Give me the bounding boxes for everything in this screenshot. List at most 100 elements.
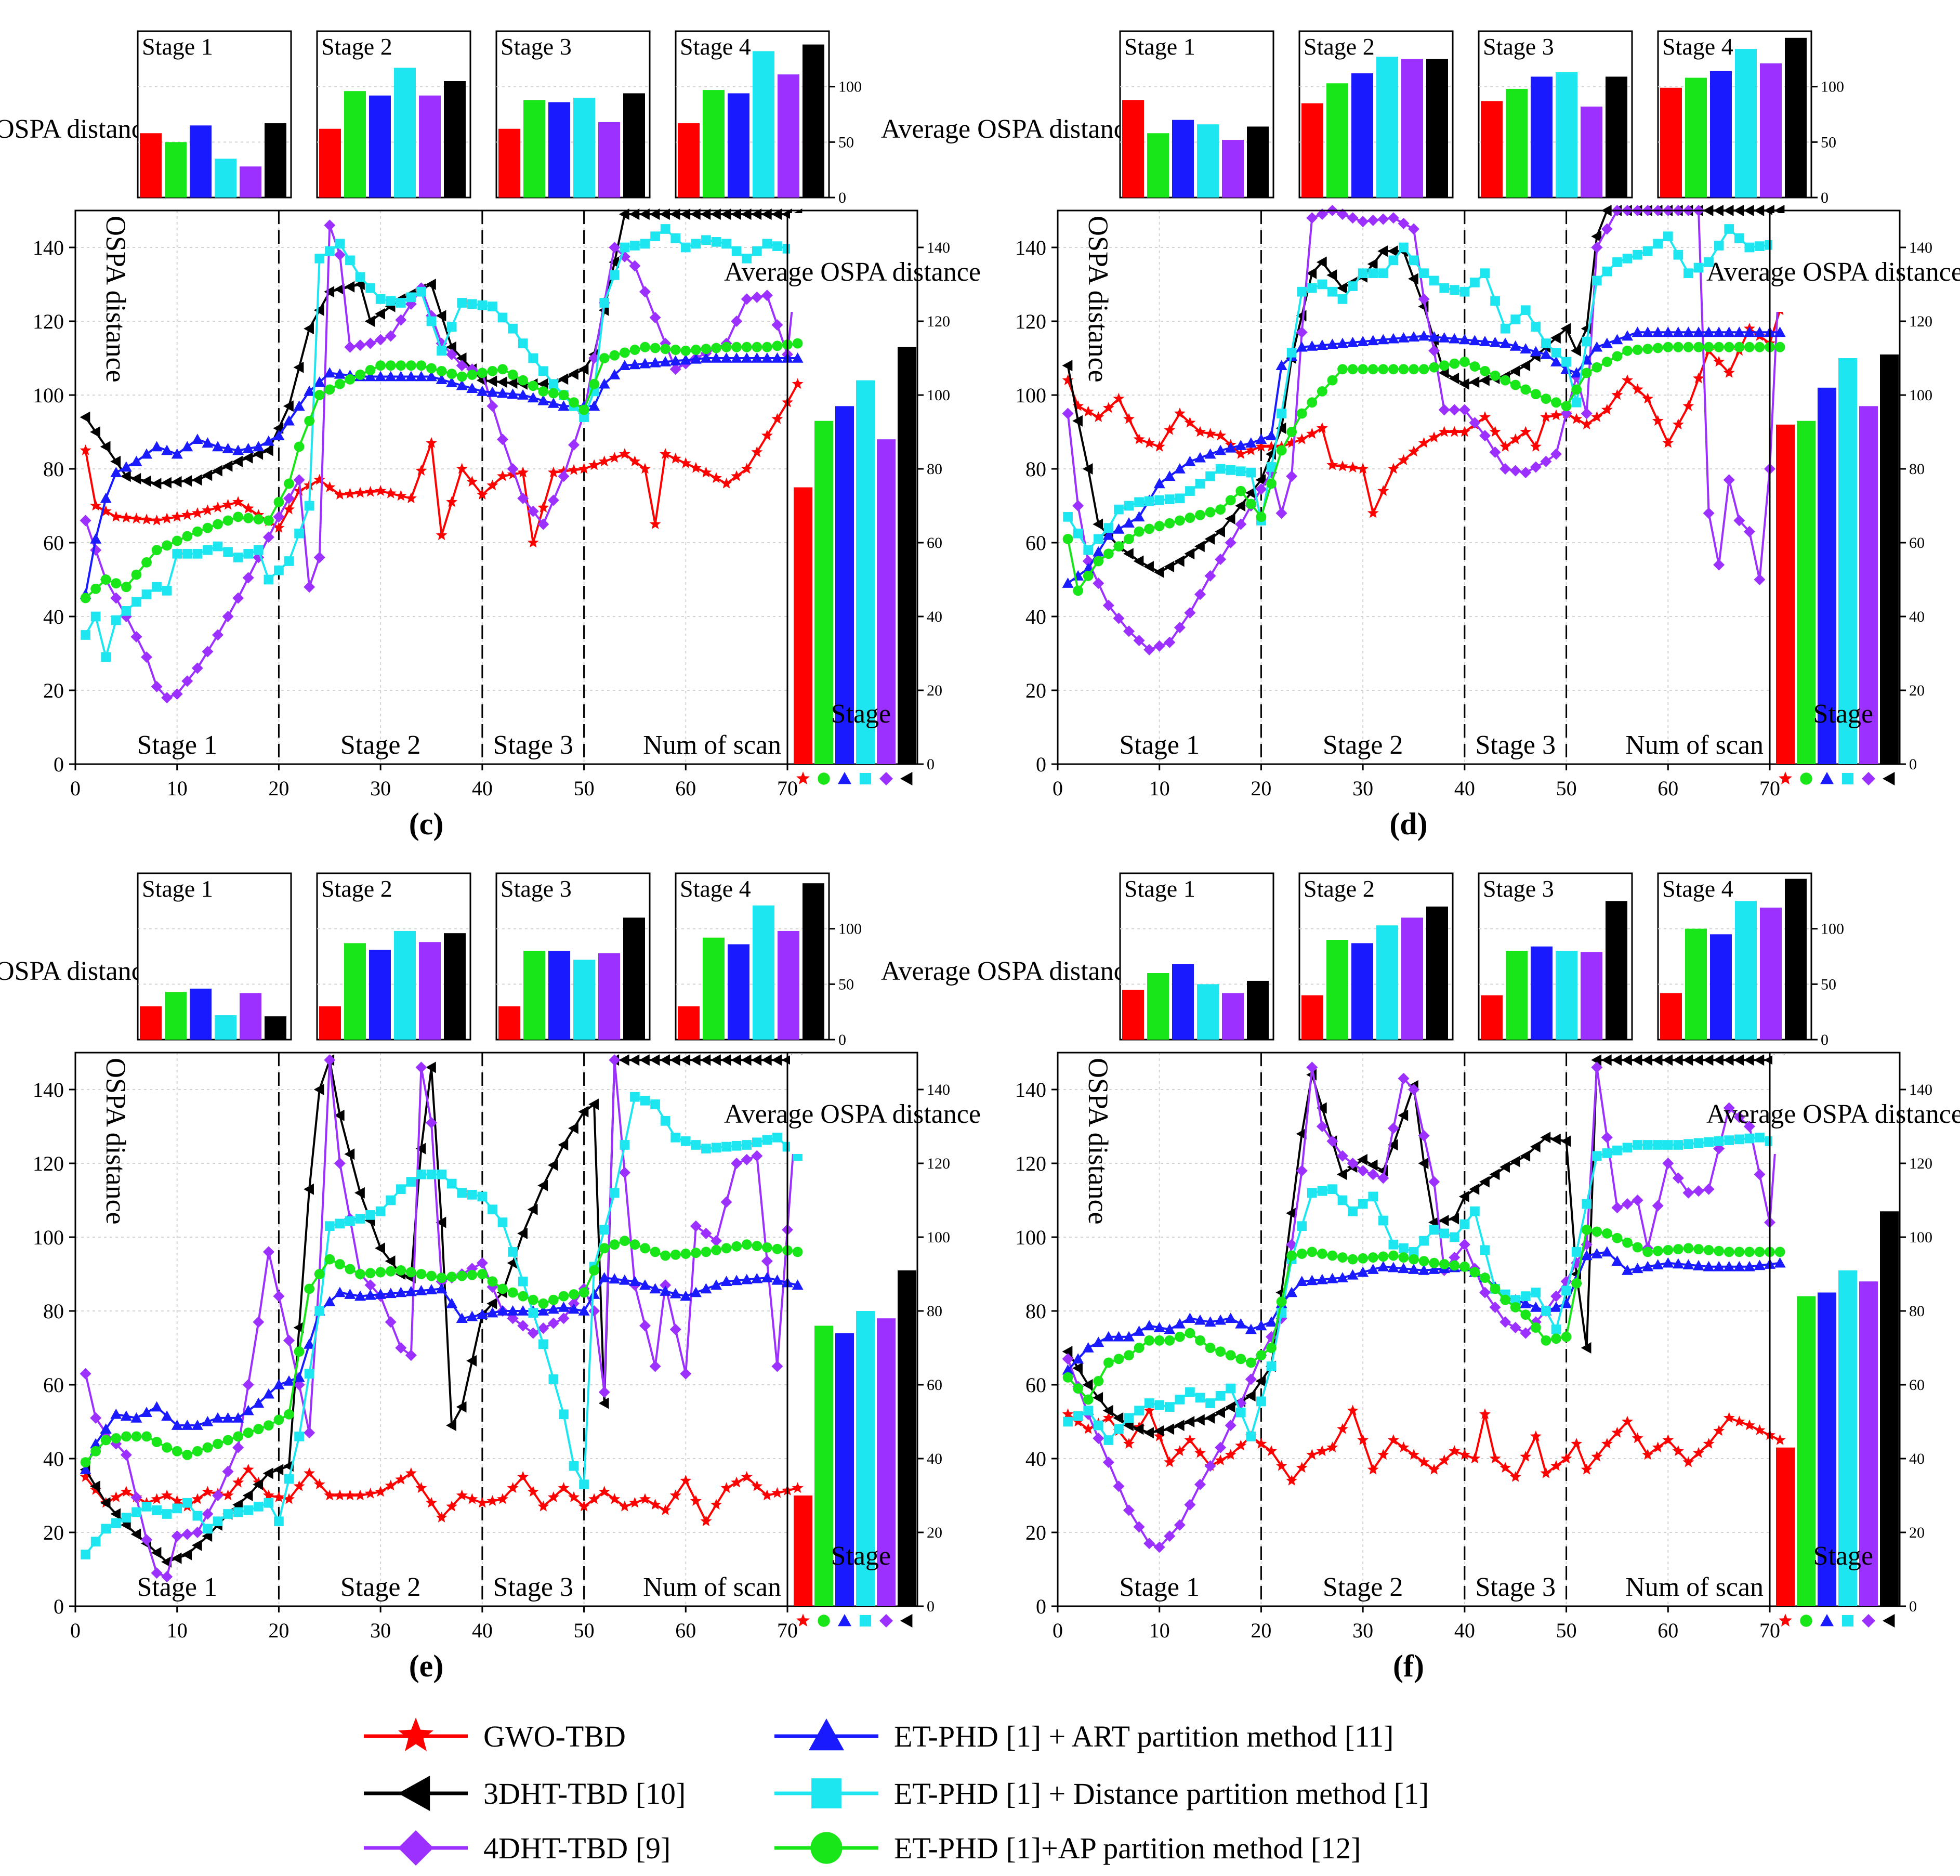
data-point — [1531, 322, 1541, 332]
data-point — [1246, 467, 1256, 478]
data-point — [416, 1269, 427, 1279]
data-point — [1683, 268, 1693, 279]
data-point — [508, 1247, 518, 1257]
average-bar-marker — [796, 1613, 810, 1626]
data-point — [731, 246, 742, 256]
data-point — [721, 1243, 732, 1254]
data-point — [1499, 1462, 1511, 1473]
data-point — [1072, 500, 1084, 511]
data-point — [141, 514, 152, 524]
data-point — [1286, 1250, 1297, 1261]
data-point — [1571, 384, 1582, 395]
data-point — [639, 1493, 651, 1504]
data-point — [100, 1435, 111, 1446]
data-point — [90, 1438, 102, 1449]
data-point — [202, 1508, 214, 1520]
x-tick-label: 40 — [1454, 1619, 1475, 1642]
data-point — [589, 1265, 600, 1276]
average-bar-marker — [1883, 772, 1895, 785]
data-point — [293, 400, 305, 411]
average-y-tick-label: 20 — [1909, 1524, 1925, 1541]
data-point — [1235, 1439, 1247, 1451]
data-point — [1184, 416, 1196, 428]
data-point — [1408, 331, 1419, 342]
data-point — [263, 1420, 274, 1431]
data-point — [171, 510, 183, 522]
legend-entry-ht3: 3DHT-TBD [10] — [364, 1776, 686, 1811]
stage-bar-ht3 — [265, 123, 286, 198]
data-point — [1326, 459, 1338, 470]
data-point — [446, 348, 458, 360]
data-point — [1561, 1285, 1571, 1296]
data-point — [1286, 1475, 1298, 1486]
data-point — [181, 475, 192, 487]
data-point — [1601, 1054, 1612, 1066]
data-point — [202, 437, 214, 448]
x-tick-label: 40 — [472, 777, 493, 800]
data-point — [456, 1401, 467, 1413]
stage-bar-ap — [523, 100, 545, 198]
data-point — [518, 1291, 529, 1302]
data-point — [1164, 1402, 1175, 1412]
data-point — [1296, 341, 1308, 352]
data-point — [1743, 326, 1755, 337]
average-bar-marker — [1820, 772, 1834, 784]
data-point — [1622, 253, 1633, 264]
data-point — [639, 286, 651, 298]
data-point — [1662, 1257, 1674, 1268]
average-y-tick-label: 80 — [1909, 461, 1925, 478]
data-point — [405, 492, 417, 504]
data-point — [1337, 460, 1348, 471]
data-point — [1672, 326, 1684, 337]
data-point — [650, 1099, 660, 1109]
data-point — [1204, 1460, 1216, 1472]
data-point — [1550, 448, 1562, 460]
data-point — [1662, 1054, 1673, 1066]
data-point — [1194, 1314, 1206, 1325]
stage-bar-ht4 — [1581, 107, 1602, 198]
data-point — [171, 1420, 183, 1430]
data-point — [1428, 1264, 1440, 1274]
data-point — [477, 1269, 488, 1279]
data-point — [110, 455, 121, 467]
stage-bar-ht4 — [419, 95, 441, 198]
stage-label: Stage 2 — [1323, 1572, 1403, 1602]
data-point — [1306, 340, 1318, 351]
data-point — [486, 1495, 498, 1506]
data-point — [141, 651, 152, 663]
data-point — [1642, 326, 1654, 337]
data-point — [588, 1289, 600, 1299]
data-point — [1245, 1390, 1256, 1402]
legend-label: ET-PHD [1]+AP partition method [12] — [894, 1831, 1361, 1865]
average-y-tick-label: 0 — [927, 1598, 935, 1615]
y-tick-label: 0 — [54, 1595, 64, 1618]
data-point — [761, 290, 773, 301]
data-point — [274, 1516, 284, 1527]
data-point — [345, 1264, 356, 1275]
data-point — [1703, 1183, 1715, 1195]
data-point — [1429, 362, 1440, 373]
data-point — [1133, 1423, 1144, 1435]
data-point — [304, 1338, 315, 1349]
data-point — [232, 592, 244, 604]
data-point — [1571, 413, 1583, 424]
data-point — [406, 292, 416, 303]
data-point — [242, 502, 254, 514]
data-point — [1103, 523, 1114, 533]
data-point — [181, 675, 193, 687]
data-point — [1703, 1261, 1715, 1271]
stage-label: Stage 1 — [1119, 1572, 1200, 1602]
data-point — [355, 370, 365, 380]
x-axis-label: Num of scan — [1625, 730, 1764, 760]
data-point — [436, 1272, 447, 1283]
data-point — [1601, 1246, 1613, 1257]
x-tick-label: 50 — [574, 777, 595, 800]
data-point — [792, 352, 804, 363]
data-point — [243, 1505, 254, 1515]
data-point — [792, 1279, 804, 1290]
data-point — [1398, 1263, 1410, 1274]
data-point — [1734, 342, 1745, 352]
data-point — [761, 1272, 773, 1282]
